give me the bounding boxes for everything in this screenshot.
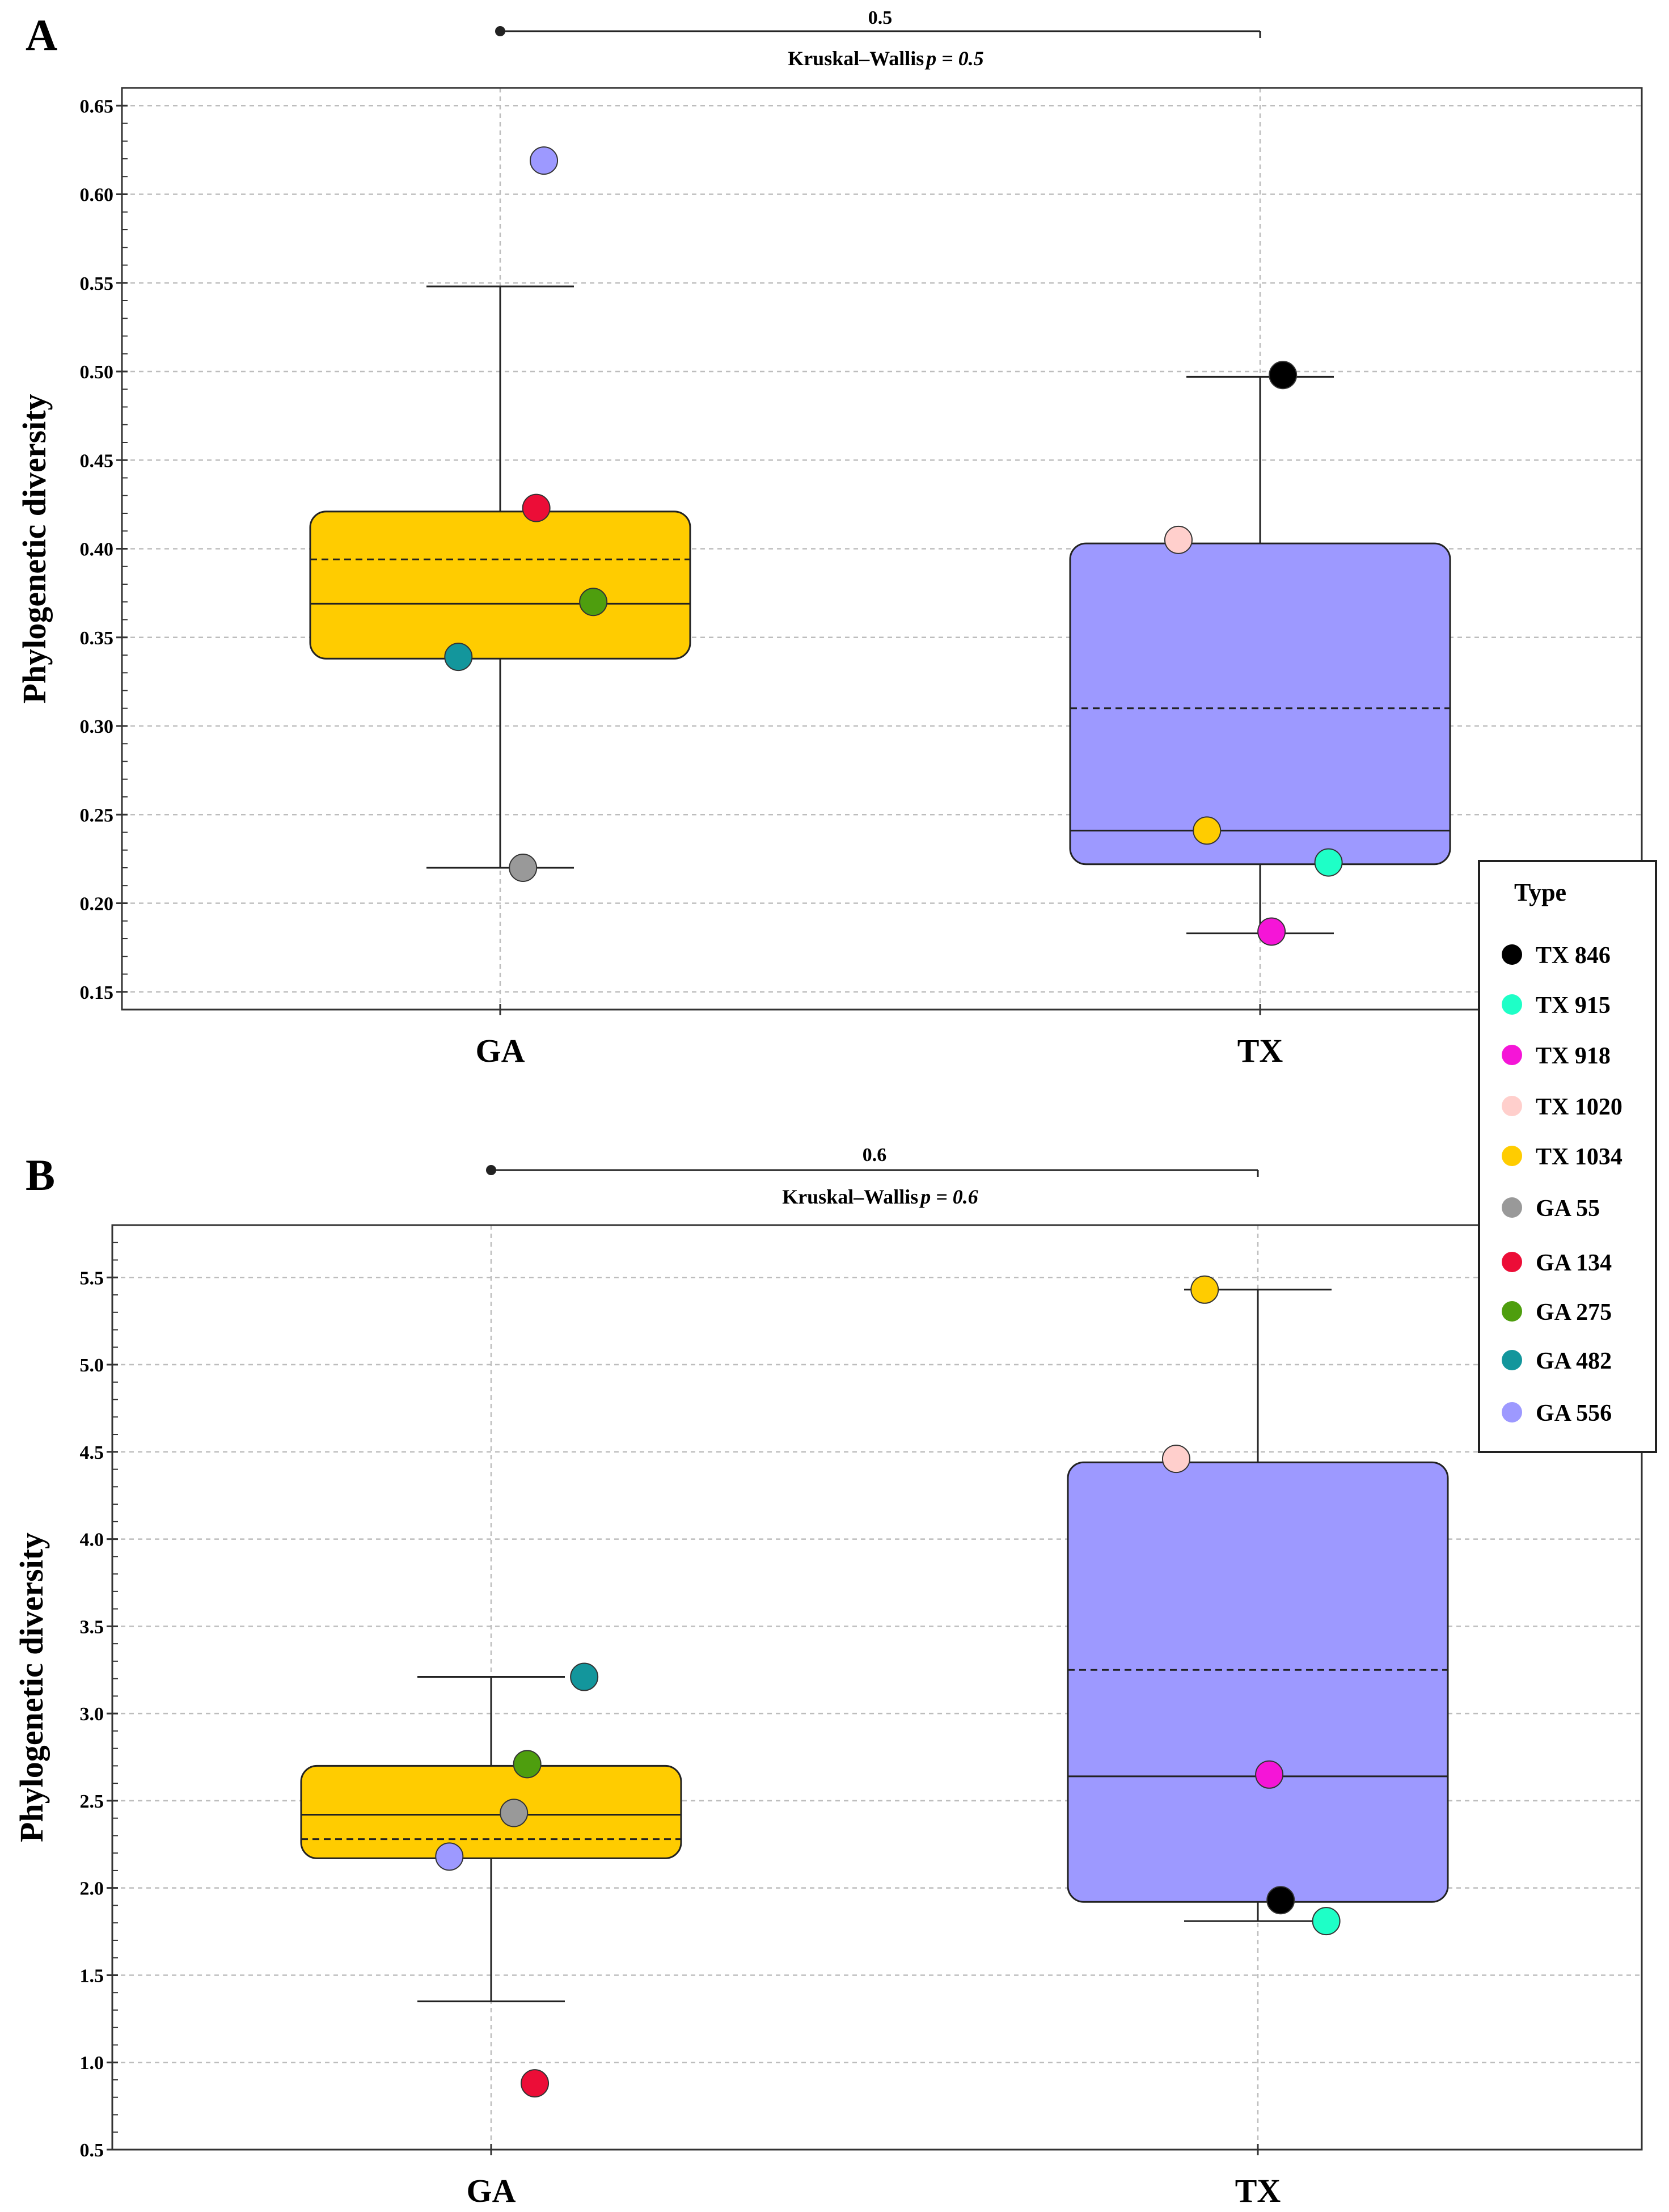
y-tick-label: 0.30 xyxy=(80,716,114,737)
data-point-ga-275 xyxy=(579,588,608,617)
x-tick-label: GA xyxy=(467,2172,516,2209)
test-name: Kruskal–Wallis xyxy=(788,47,924,70)
y-tick-label: 0.50 xyxy=(80,362,114,383)
panel-b: B 0.5 1.0 1.5 2.0 2.5 3.0 3.5 4.0 4.5 5.0 5.5 GA TX Ph… xyxy=(13,1145,1643,2209)
data-point-ga-556 xyxy=(435,1842,464,1871)
significance-label: 0.5 xyxy=(868,7,893,28)
p-value: p = 0.6 xyxy=(919,1185,978,1208)
data-point-tx-1034 xyxy=(1193,816,1222,845)
y-tick-label: 0.65 xyxy=(80,96,114,117)
y-tick-label: 2.5 xyxy=(80,1791,104,1812)
y-tick-label: 0.5 xyxy=(80,2140,104,2161)
legend-marker xyxy=(1502,944,1522,965)
panel-letter: A xyxy=(26,10,57,60)
legend-item-label: GA 556 xyxy=(1536,1400,1612,1426)
y-tick-label: 0.45 xyxy=(80,450,114,471)
y-tick-label: 0.55 xyxy=(80,273,114,294)
box-ga xyxy=(309,510,691,660)
legend-marker xyxy=(1502,1301,1522,1322)
plot-frame xyxy=(111,1224,1643,2151)
y-tick-label: 3.5 xyxy=(80,1616,104,1637)
y-tick-label: 5.0 xyxy=(80,1355,104,1376)
data-point-ga-275 xyxy=(513,1750,542,1779)
p-value: p = 0.5 xyxy=(924,47,984,70)
legend-marker xyxy=(1502,1146,1522,1166)
y-tick-label: 0.25 xyxy=(80,805,114,826)
y-tick-label: 0.35 xyxy=(80,628,114,649)
y-tick-label: 1.0 xyxy=(80,2053,104,2074)
significance-label: 0.6 xyxy=(863,1145,887,1166)
legend-marker xyxy=(1502,1350,1522,1370)
y-axis-label: Phylogenetic diversity xyxy=(13,1533,50,1842)
legend-marker xyxy=(1502,1096,1522,1116)
data-point-ga-556 xyxy=(530,146,559,175)
data-point-ga-482 xyxy=(444,643,473,672)
y-tick-label: 1.5 xyxy=(80,1965,104,1986)
significance-bracket-start xyxy=(495,26,505,36)
x-tick-label: TX xyxy=(1235,2172,1281,2209)
legend-item-label: TX 1034 xyxy=(1536,1144,1622,1170)
legend-item-label: GA 482 xyxy=(1536,1348,1612,1374)
legend-item-label: TX 1020 xyxy=(1536,1094,1622,1120)
y-axis-label: Phylogenetic diversity xyxy=(16,394,53,703)
data-point-tx-1020 xyxy=(1161,1445,1190,1474)
y-tick-label: 3.0 xyxy=(80,1704,104,1725)
legend-item-label: GA 55 xyxy=(1536,1196,1600,1222)
data-point-ga-134 xyxy=(521,2069,550,2098)
legend-marker xyxy=(1502,994,1522,1015)
y-tick-label: 2.0 xyxy=(80,1878,104,1899)
data-point-tx-915 xyxy=(1312,1907,1341,1936)
box-tx xyxy=(1067,1461,1449,1903)
y-tick-label: 0.15 xyxy=(80,982,114,1003)
data-point-ga-55 xyxy=(500,1799,529,1827)
panel-a: A 0.15 0.20 0.25 0.30 0.35 0.40 0.45 0.50 0.55 0.6… xyxy=(16,7,1643,1069)
data-point-tx-1020 xyxy=(1164,525,1193,554)
significance-bracket-start xyxy=(486,1165,496,1175)
legend-title: Type xyxy=(1514,879,1566,906)
legend: Type TX 846 TX 915 TX 918 TX 1020 TX 1034 GA 5… xyxy=(1478,860,1657,1453)
data-point-tx-915 xyxy=(1314,848,1343,877)
y-tick-label: 0.40 xyxy=(80,539,114,560)
legend-marker xyxy=(1502,1045,1522,1065)
legend-item-label: TX 918 xyxy=(1536,1043,1611,1069)
y-tick-label: 0.20 xyxy=(80,894,114,915)
y-tick-label: 0.60 xyxy=(80,185,114,206)
data-point-tx-846 xyxy=(1266,1886,1295,1915)
panel-letter: B xyxy=(26,1150,55,1200)
legend-marker xyxy=(1502,1402,1522,1422)
y-tick-label: 4.0 xyxy=(80,1530,104,1551)
kruskal-wallis-annotation: Kruskal–Wallis p = 0.6 xyxy=(782,1185,978,1208)
box-tx xyxy=(1069,542,1451,866)
legend-item-label: GA 275 xyxy=(1536,1299,1612,1325)
y-tick-label: 5.5 xyxy=(80,1268,104,1289)
legend-marker xyxy=(1502,1197,1522,1218)
y-tick-label: 4.5 xyxy=(80,1442,104,1463)
legend-item-label: TX 846 xyxy=(1536,943,1611,969)
box-ga xyxy=(300,1764,682,1859)
data-point-tx-846 xyxy=(1269,361,1298,390)
kruskal-wallis-annotation: Kruskal–Wallis p = 0.5 xyxy=(788,47,984,70)
data-point-ga-55 xyxy=(509,854,538,882)
test-name: Kruskal–Wallis xyxy=(782,1185,918,1208)
legend-item-label: TX 915 xyxy=(1536,993,1611,1019)
x-tick-label: GA xyxy=(476,1032,525,1069)
data-point-ga-482 xyxy=(570,1662,599,1691)
data-point-tx-918 xyxy=(1255,1760,1284,1789)
data-point-tx-918 xyxy=(1257,917,1286,946)
data-point-tx-1034 xyxy=(1190,1275,1219,1304)
x-tick-label: TX xyxy=(1237,1032,1283,1069)
data-point-ga-134 xyxy=(522,493,551,522)
legend-marker xyxy=(1502,1252,1522,1272)
legend-item-label: GA 134 xyxy=(1536,1250,1612,1276)
